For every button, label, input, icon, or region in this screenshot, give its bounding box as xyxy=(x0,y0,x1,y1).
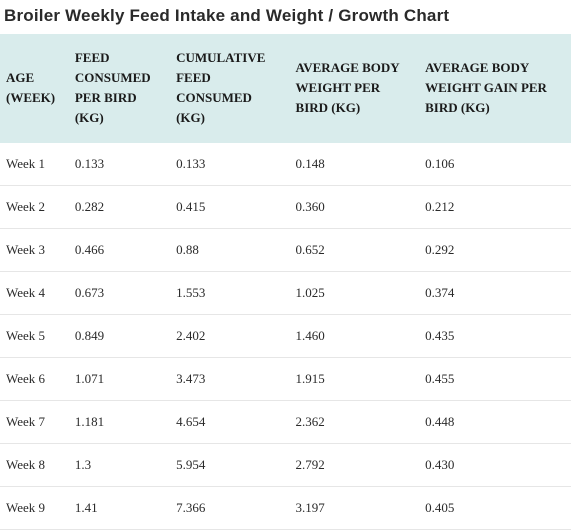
cell-age: Week 1 xyxy=(0,143,69,186)
table-row: Week 4 0.673 1.553 1.025 0.374 xyxy=(0,271,571,314)
cell-avgw: 3.197 xyxy=(290,486,420,529)
cell-avgw: 2.792 xyxy=(290,443,420,486)
cell-avgg: 0.212 xyxy=(419,185,571,228)
table-row: Week 1 0.133 0.133 0.148 0.106 xyxy=(0,143,571,186)
col-header-avg-gain: AVERAGE BODY WEIGHT GAIN PER BIRD (KG) xyxy=(419,34,571,143)
table-body: Week 1 0.133 0.133 0.148 0.106 Week 2 0.… xyxy=(0,143,571,530)
table-row: Week 8 1.3 5.954 2.792 0.430 xyxy=(0,443,571,486)
cell-avgw: 1.025 xyxy=(290,271,420,314)
table-row: Week 9 1.41 7.366 3.197 0.405 xyxy=(0,486,571,529)
cell-age: Week 8 xyxy=(0,443,69,486)
cell-feed: 1.181 xyxy=(69,400,170,443)
cell-feed: 0.282 xyxy=(69,185,170,228)
cell-age: Week 2 xyxy=(0,185,69,228)
cell-avgg: 0.455 xyxy=(419,357,571,400)
cell-avgw: 1.460 xyxy=(290,314,420,357)
table-row: Week 5 0.849 2.402 1.460 0.435 xyxy=(0,314,571,357)
cell-avgw: 1.915 xyxy=(290,357,420,400)
col-header-age: AGE (WEEK) xyxy=(0,34,69,143)
growth-table: AGE (WEEK) FEED CONSUMED PER BIRD (KG) C… xyxy=(0,34,571,530)
cell-avgw: 0.148 xyxy=(290,143,420,186)
cell-cum: 0.415 xyxy=(170,185,289,228)
cell-age: Week 9 xyxy=(0,486,69,529)
cell-avgg: 0.374 xyxy=(419,271,571,314)
table-row: Week 7 1.181 4.654 2.362 0.448 xyxy=(0,400,571,443)
col-header-feed: FEED CONSUMED PER BIRD (KG) xyxy=(69,34,170,143)
chart-title: Broiler Weekly Feed Intake and Weight / … xyxy=(0,0,571,34)
cell-avgg: 0.106 xyxy=(419,143,571,186)
cell-cum: 2.402 xyxy=(170,314,289,357)
cell-cum: 0.133 xyxy=(170,143,289,186)
cell-cum: 1.553 xyxy=(170,271,289,314)
cell-age: Week 4 xyxy=(0,271,69,314)
cell-feed: 1.41 xyxy=(69,486,170,529)
cell-cum: 0.88 xyxy=(170,228,289,271)
cell-cum: 4.654 xyxy=(170,400,289,443)
cell-feed: 1.071 xyxy=(69,357,170,400)
cell-avgw: 0.652 xyxy=(290,228,420,271)
cell-cum: 5.954 xyxy=(170,443,289,486)
cell-feed: 0.673 xyxy=(69,271,170,314)
cell-avgg: 0.292 xyxy=(419,228,571,271)
cell-feed: 0.133 xyxy=(69,143,170,186)
table-row: Week 3 0.466 0.88 0.652 0.292 xyxy=(0,228,571,271)
cell-feed: 1.3 xyxy=(69,443,170,486)
table-row: Week 6 1.071 3.473 1.915 0.455 xyxy=(0,357,571,400)
table-header-row: AGE (WEEK) FEED CONSUMED PER BIRD (KG) C… xyxy=(0,34,571,143)
cell-avgw: 2.362 xyxy=(290,400,420,443)
cell-cum: 3.473 xyxy=(170,357,289,400)
cell-age: Week 5 xyxy=(0,314,69,357)
cell-avgg: 0.435 xyxy=(419,314,571,357)
cell-avgg: 0.405 xyxy=(419,486,571,529)
cell-cum: 7.366 xyxy=(170,486,289,529)
cell-age: Week 6 xyxy=(0,357,69,400)
cell-feed: 0.849 xyxy=(69,314,170,357)
cell-age: Week 7 xyxy=(0,400,69,443)
cell-avgg: 0.448 xyxy=(419,400,571,443)
cell-age: Week 3 xyxy=(0,228,69,271)
cell-avgw: 0.360 xyxy=(290,185,420,228)
col-header-avg-weight: AVERAGE BODY WEIGHT PER BIRD (KG) xyxy=(290,34,420,143)
cell-avgg: 0.430 xyxy=(419,443,571,486)
col-header-cumulative: CUMULATIVE FEED CONSUMED (KG) xyxy=(170,34,289,143)
cell-feed: 0.466 xyxy=(69,228,170,271)
table-row: Week 2 0.282 0.415 0.360 0.212 xyxy=(0,185,571,228)
